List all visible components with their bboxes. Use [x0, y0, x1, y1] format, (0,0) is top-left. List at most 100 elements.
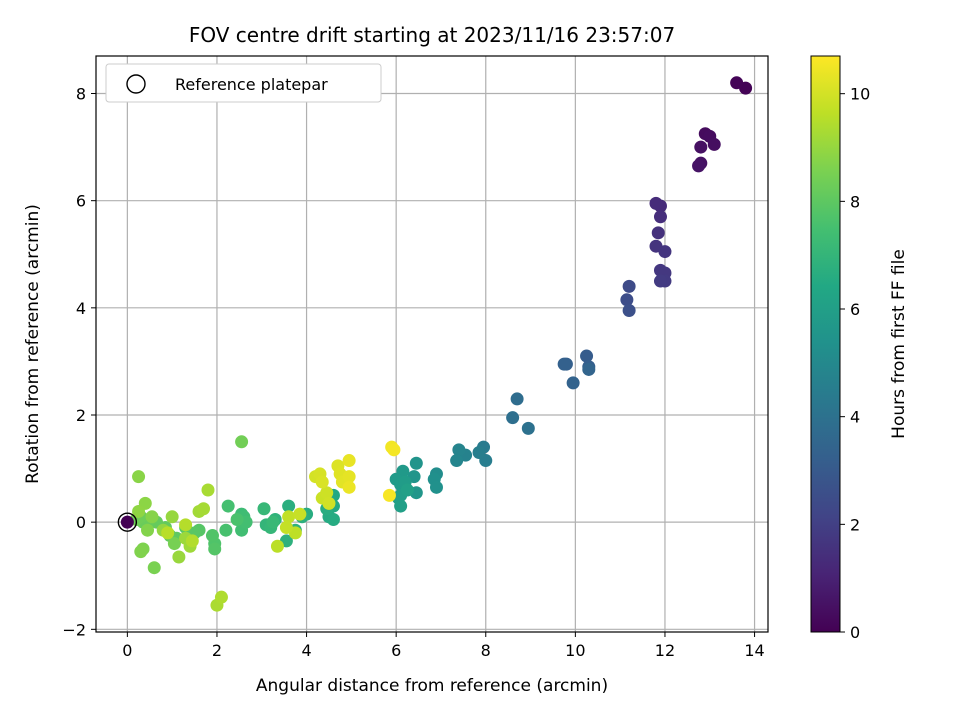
scatter-point: [694, 140, 708, 154]
legend-box: [105, 63, 382, 103]
scatter-point: [649, 196, 663, 210]
scatter-point: [622, 304, 636, 318]
scatter-point: [651, 226, 665, 240]
scatter-point: [557, 357, 571, 371]
scatter-point: [382, 488, 396, 502]
scatter-point: [582, 362, 596, 376]
x-tick-label: 10: [565, 641, 585, 660]
scatter-point: [658, 245, 672, 259]
scatter-point: [235, 435, 249, 449]
colorbar-label: Hours from first FF file: [889, 249, 909, 439]
colorbar-tick-label: 10: [850, 85, 870, 104]
scatter-point: [429, 480, 443, 494]
plot-frame: [95, 55, 769, 633]
scatter-point: [566, 376, 580, 390]
scatter-point: [147, 561, 161, 575]
scatter-point: [707, 137, 721, 151]
scatter-point: [326, 512, 340, 526]
scatter-point: [132, 470, 146, 484]
scatter-point: [282, 499, 296, 513]
x-tick-label: 4: [301, 641, 311, 660]
y-axis-title: Rotation from reference (arcmin): [23, 204, 43, 484]
x-tick-label: 6: [391, 641, 401, 660]
x-tick-label: 14: [744, 641, 764, 660]
scatter-point: [205, 529, 219, 543]
scatter-point: [201, 483, 215, 497]
scatter-point: [167, 537, 181, 551]
scatter-point: [342, 470, 356, 484]
scatter-point: [315, 475, 329, 489]
scatter-point: [521, 421, 535, 435]
y-tick-label: 2: [76, 406, 86, 425]
colorbar-tick-label: 8: [850, 192, 860, 211]
scatter-point: [322, 496, 336, 510]
scatter-point: [214, 590, 228, 604]
scatter-point: [208, 542, 222, 556]
y-tick-label: 6: [76, 192, 86, 211]
scatter-point: [730, 76, 744, 90]
scatter-point: [620, 293, 634, 307]
chart-title: FOV centre drift starting at 2023/11/16 …: [189, 23, 675, 47]
x-tick-label: 0: [122, 641, 132, 660]
scatter-point: [342, 454, 356, 468]
colorbar-tick-label: 2: [850, 515, 860, 534]
colorbar-gradient: [810, 55, 841, 633]
reference-platepar-marker: [117, 512, 138, 532]
scatter-point: [221, 499, 235, 513]
legend-marker: [126, 74, 146, 94]
scatter-point: [409, 456, 423, 470]
scatter-point: [132, 504, 146, 518]
scatter-point: [197, 502, 211, 516]
x-axis-ticks: 0 2 4 6 8 10 12 14: [122, 632, 765, 660]
scatter-point: [452, 443, 466, 457]
scatter-point: [172, 550, 186, 564]
y-tick-label: −2: [62, 620, 86, 639]
scatter-point: [320, 486, 334, 500]
x-axis-title: Angular distance from reference (arcmin): [256, 676, 608, 696]
y-tick-label: 0: [76, 513, 86, 532]
scatter-point: [185, 534, 199, 548]
y-tick-label: 4: [76, 299, 86, 318]
scatter-point: [134, 545, 148, 559]
scatter-point: [472, 446, 486, 460]
reference-point-fill: [120, 515, 134, 529]
y-tick-label: 8: [76, 85, 86, 104]
scatter-point: [257, 502, 271, 516]
scatter-point: [270, 539, 284, 553]
colorbar-tick-label: 6: [850, 300, 860, 319]
scatter-point: [141, 523, 155, 537]
colorbar-tick-label: 0: [850, 623, 860, 642]
scatter-point: [622, 279, 636, 293]
scatter-point: [387, 443, 401, 457]
scatter-point: [450, 454, 464, 468]
scatter-point: [266, 515, 280, 529]
scatter-point: [510, 392, 524, 406]
scatter-point: [165, 510, 179, 524]
y-axis-ticks: −2 0 2 4 6 8: [62, 85, 96, 639]
scatter-point: [506, 411, 520, 425]
scatter-point: [692, 159, 706, 173]
scatter-point: [653, 274, 667, 288]
x-tick-label: 2: [212, 641, 222, 660]
scatter-point: [161, 526, 175, 540]
colorbar-tick-label: 4: [850, 408, 860, 427]
colorbar-ticks: 0 2 4 6 8 10: [840, 85, 870, 642]
scatter-point: [342, 480, 356, 494]
scatter-point: [293, 507, 307, 521]
scatter-point: [282, 510, 296, 524]
scatter-point: [179, 518, 193, 532]
grid: [96, 56, 768, 632]
scatter-point: [219, 523, 233, 537]
scatter-point: [230, 512, 244, 526]
scatter-point: [394, 499, 408, 513]
data-points: [117, 76, 753, 612]
x-tick-label: 8: [481, 641, 491, 660]
scatter-point: [279, 521, 293, 535]
legend: Reference platepar: [105, 63, 382, 103]
legend-label: Reference platepar: [175, 75, 328, 94]
scatter-point: [653, 210, 667, 224]
scatter-point: [400, 483, 414, 497]
scatter-point: [145, 510, 159, 524]
scatter-point: [580, 349, 594, 363]
